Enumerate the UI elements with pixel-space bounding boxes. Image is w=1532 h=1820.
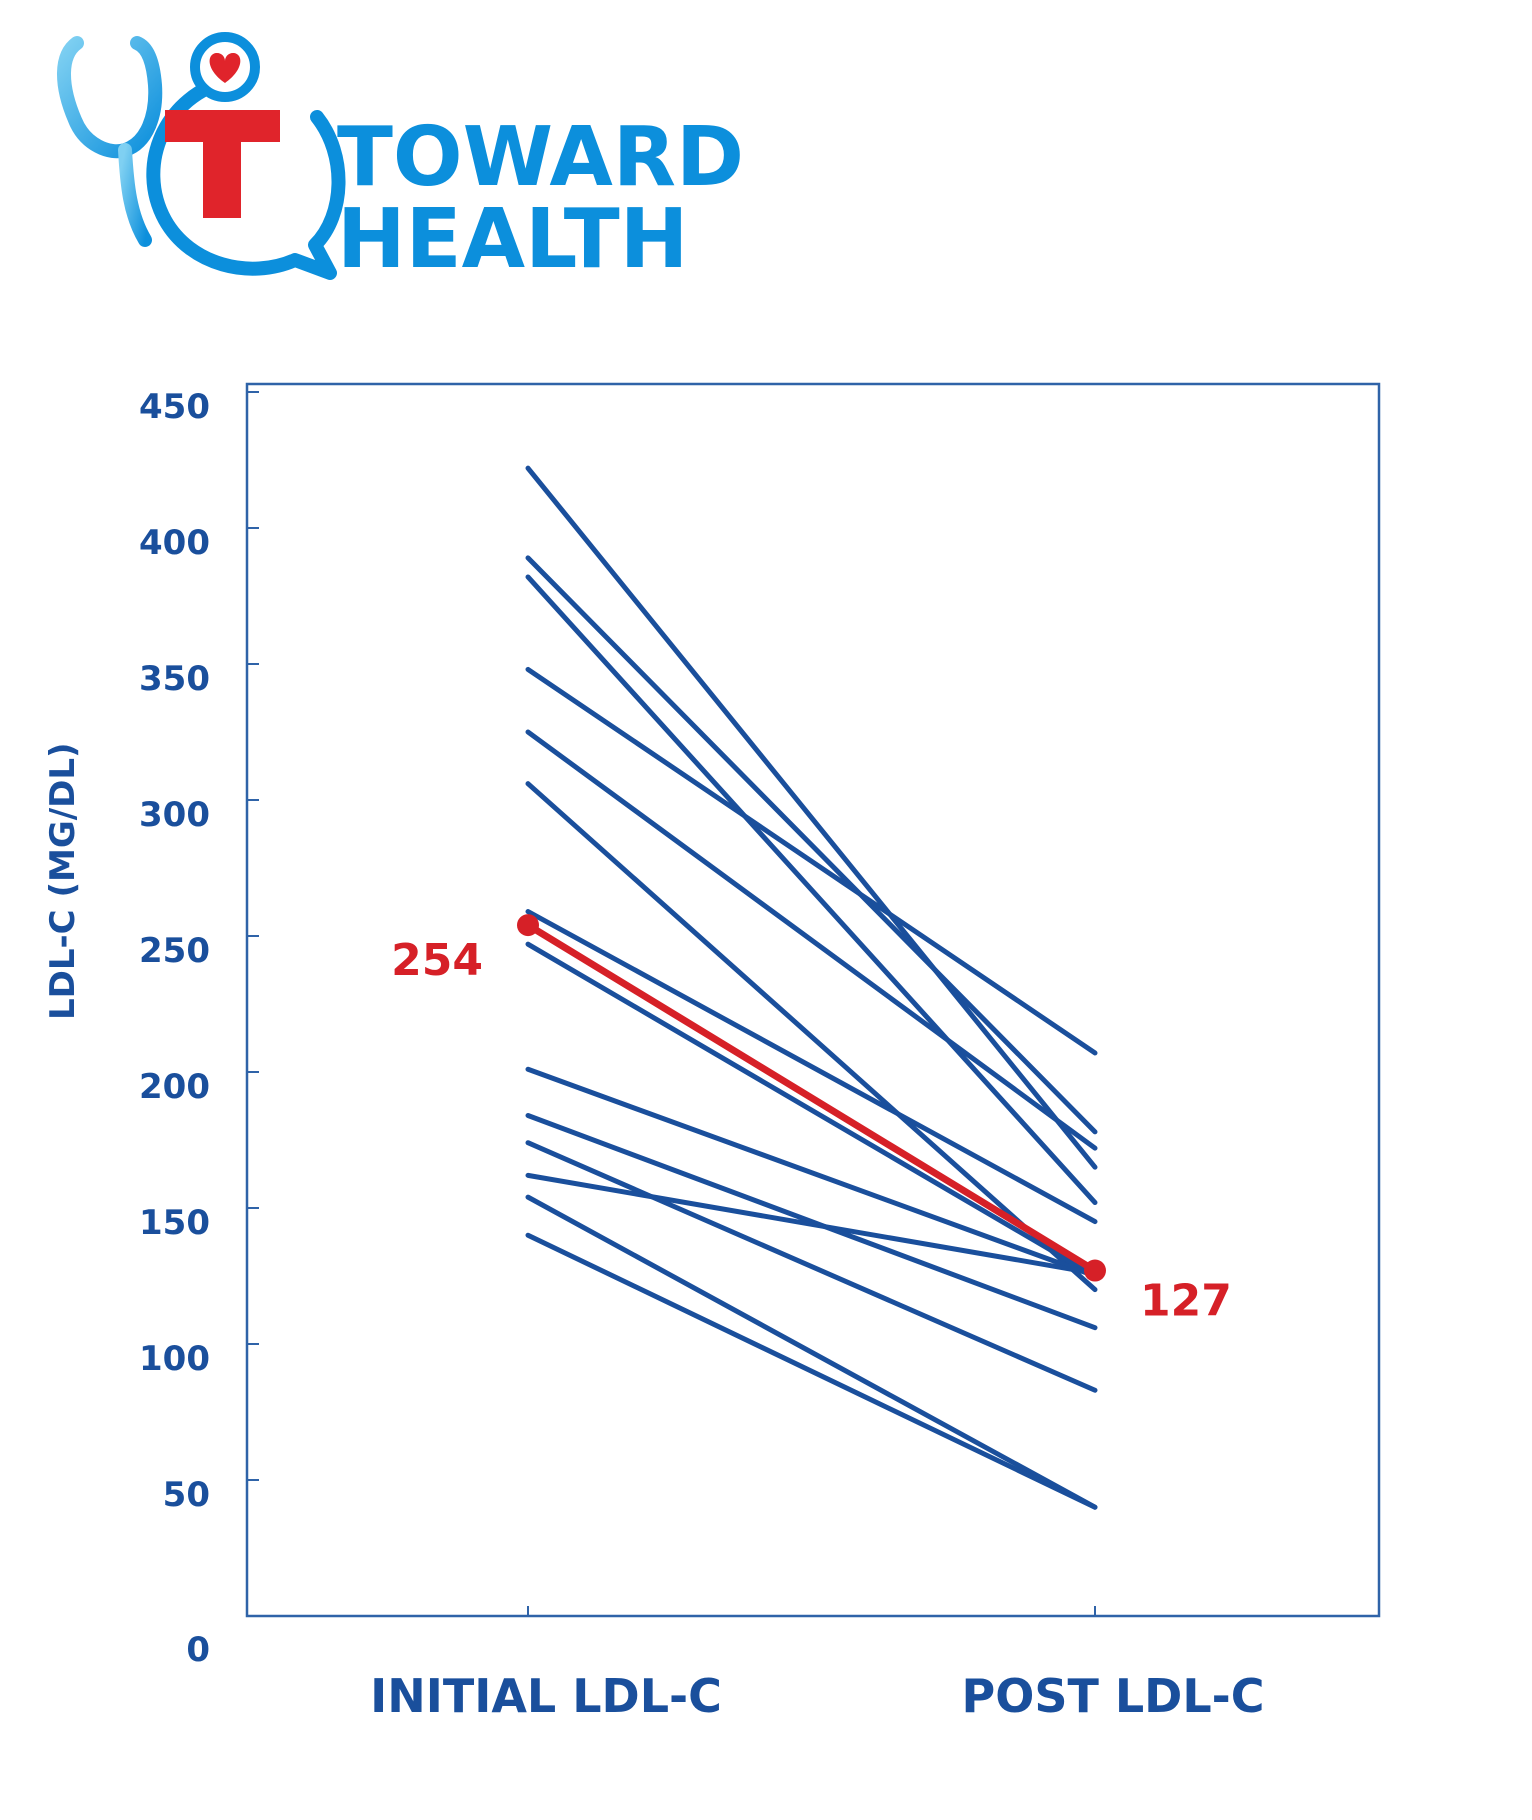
speech-bubble-icon (146, 73, 346, 280)
y-tick-label: 300 (139, 795, 210, 835)
highlight-data-label: 254 (391, 935, 483, 986)
brand-line-1: TOWARD (337, 110, 744, 205)
y-tick-label: 350 (139, 659, 210, 699)
y-tick-label: 0 (186, 1630, 210, 1670)
t-letter-icon (165, 110, 280, 218)
y-axis-title: LDL-C (MG/DL) (43, 742, 83, 1020)
y-axis-ticks: 0 50 100 150 200 250 300 350 400 450 (139, 387, 259, 1670)
y-tick-label: 100 (139, 1339, 210, 1379)
series-line (525, 1140, 1098, 1393)
y-tick-label: 50 (163, 1475, 210, 1515)
x-category-label: INITIAL LDL-C (370, 1669, 722, 1723)
x-category-label: POST LDL-C (962, 1669, 1265, 1723)
series-line (525, 555, 1098, 1135)
highlight-data-label: 127 (1140, 1276, 1232, 1327)
series-line (525, 465, 1098, 1170)
series-line (525, 729, 1098, 1151)
series-line (525, 1113, 1098, 1331)
series-line (525, 574, 1098, 1206)
y-tick-label: 450 (139, 387, 210, 427)
series-line (525, 941, 1098, 1279)
x-axis-ticks: INITIAL LDL-C POST LDL-C (370, 1606, 1265, 1723)
highlight-series: 254 127 (391, 914, 1232, 1327)
stethoscope-icon (57, 36, 163, 247)
series-line (525, 781, 1098, 1293)
y-tick-label: 200 (139, 1067, 210, 1107)
highlight-point (517, 914, 539, 937)
series-line (525, 1172, 1098, 1276)
y-tick-label: 400 (139, 523, 210, 563)
highlight-series-line (524, 921, 1099, 1275)
y-tick-label: 150 (139, 1203, 210, 1243)
series-lines (525, 465, 1098, 1510)
series-line (525, 666, 1098, 1056)
toward-health-logo: TOWARD HEALTH (57, 32, 744, 287)
highlight-point (1084, 1259, 1106, 1282)
heart-icon (190, 32, 260, 102)
series-line (525, 1194, 1098, 1510)
series-line (525, 1232, 1098, 1510)
series-line (525, 909, 1098, 1225)
plot-frame (245, 382, 1381, 1618)
brand-line-2: HEALTH (337, 192, 688, 287)
y-tick-label: 250 (139, 931, 210, 971)
series-line (525, 1066, 1098, 1279)
